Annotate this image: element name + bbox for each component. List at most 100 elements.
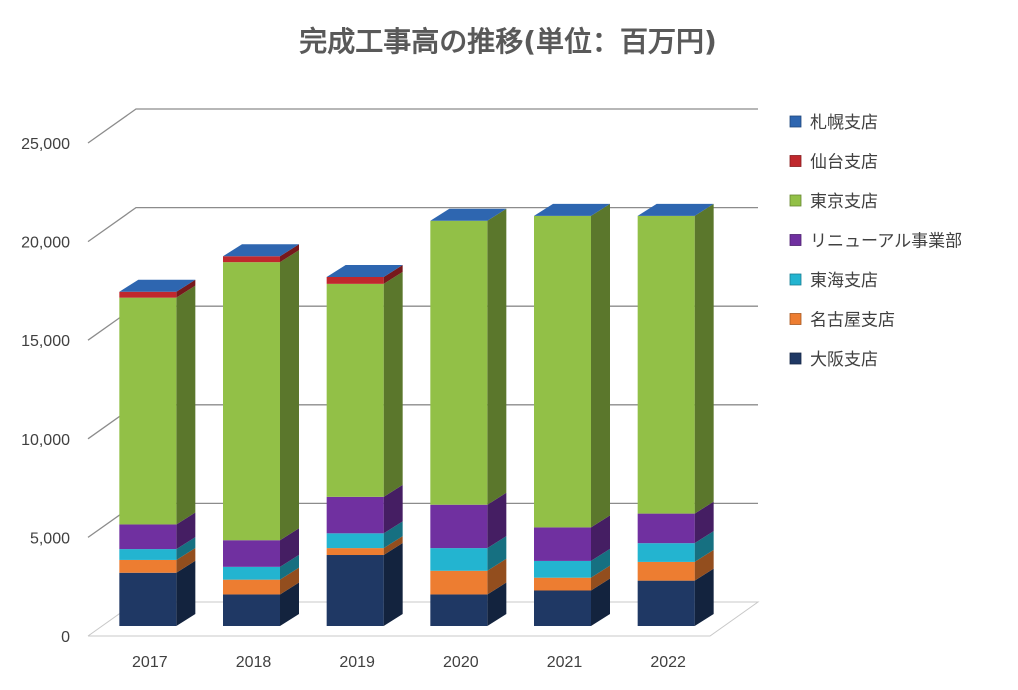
bar-segment-side: [383, 521, 403, 549]
bar-segment-side: [280, 250, 299, 541]
bar-segment-side: [176, 560, 196, 626]
legend-swatch: [789, 273, 802, 286]
bar-segment: [534, 590, 591, 626]
legend-swatch: [789, 313, 802, 325]
legend-label: 東海支店: [810, 271, 878, 291]
y-tick-label: 20,000: [21, 235, 70, 252]
bars: [119, 203, 714, 626]
bar-segment: [326, 283, 384, 497]
bar-segment-side: [280, 567, 299, 595]
legend-label: 札幌支店: [810, 113, 878, 133]
bar-segment: [119, 559, 177, 573]
x-tick-label: 2018: [236, 654, 272, 671]
bar-segment: [430, 594, 488, 626]
legend-swatch: [789, 155, 802, 167]
bar-segment-side: [383, 484, 403, 534]
bar-stack: [637, 203, 714, 626]
bar-segment: [534, 215, 591, 528]
bar-segment: [637, 543, 695, 562]
bar-segment-side: [591, 203, 610, 528]
bar-segment: [637, 580, 695, 626]
bar-segment-side: [176, 285, 196, 525]
bar-segment: [534, 577, 591, 591]
bar-segment-side: [487, 492, 507, 549]
bar-segment-side: [383, 543, 403, 626]
bar-top-cap: [534, 203, 610, 216]
bar-segment: [119, 291, 177, 298]
bar-stack: [223, 244, 299, 626]
legend-swatch: [789, 115, 802, 128]
legend-label: 仙台支店: [810, 153, 878, 173]
x-tick-label: 2021: [547, 654, 583, 671]
bar-segment-side: [694, 501, 714, 544]
bar-segment: [223, 579, 280, 595]
bar-top-cap: [223, 244, 299, 257]
legend-label: 東京支店: [810, 192, 878, 212]
bar-top-cap: [637, 203, 714, 216]
bar-segment: [534, 527, 591, 561]
bar-segment: [223, 594, 280, 626]
y-tick-label: 5,000: [30, 530, 70, 547]
bar-segment: [637, 561, 695, 581]
x-tick-label: 2017: [132, 654, 168, 671]
bar-top-cap: [119, 279, 196, 292]
y-tick-label: 0: [61, 629, 70, 646]
bar-segment: [326, 496, 384, 534]
bar-segment: [119, 524, 177, 550]
legend-item: 札幌支店: [789, 113, 878, 133]
bar-segment: [119, 297, 177, 525]
legend-swatch: [789, 234, 802, 246]
bar-segment-side: [176, 279, 196, 298]
legend-label: 名古屋支店: [810, 311, 895, 331]
bar-segment: [223, 262, 280, 541]
bar-segment-side: [176, 537, 196, 560]
bar-segment: [534, 560, 591, 578]
bar-segment: [119, 572, 177, 626]
bar-segment: [430, 220, 488, 505]
bar-segment: [637, 215, 695, 514]
x-tick-label: 2022: [650, 654, 686, 671]
legend-label: 大阪支店: [810, 350, 878, 370]
legend-swatch: [789, 352, 802, 365]
legend-swatch: [789, 194, 802, 207]
y-axis: 0 5,000 10,000 15,000 20,000 25,000: [21, 136, 70, 646]
bar-segment-side: [383, 536, 403, 556]
legend-item: 東京支店: [789, 192, 878, 212]
y-tick-label: 25,000: [21, 136, 70, 153]
bar-segment-side: [694, 531, 714, 562]
y-tick-label: 10,000: [21, 432, 70, 449]
bar-segment: [326, 555, 384, 626]
bar-segment-side: [383, 264, 403, 284]
bar-segment-side: [591, 578, 610, 626]
bar-segment: [430, 570, 488, 595]
bar-segment: [119, 549, 177, 560]
legend-item: リニューアル事業部: [789, 232, 962, 252]
bar-segment: [430, 548, 488, 571]
bar-segment-side: [487, 558, 507, 595]
bar-segment: [223, 256, 280, 263]
bar-segment-side: [487, 582, 507, 626]
bar-segment: [326, 533, 384, 549]
bar-segment-side: [487, 536, 507, 571]
legend-item: 東海支店: [789, 271, 878, 291]
bar-segment-side: [383, 271, 403, 497]
legend-item: 大阪支店: [789, 350, 878, 370]
bar-segment-side: [694, 549, 714, 581]
bar-segment: [223, 566, 280, 580]
bar-segment-side: [176, 547, 196, 573]
bar-segment-side: [176, 512, 196, 550]
legend-label: リニューアル事業部: [810, 232, 962, 252]
bar-segment-side: [694, 203, 714, 514]
bar-segment: [326, 276, 384, 284]
bar-stack: [119, 279, 196, 626]
bar-top-cap: [430, 208, 507, 221]
bar-segment-side: [591, 565, 610, 591]
bar-segment-side: [487, 208, 507, 505]
gridline: [87, 108, 758, 144]
bar-segment: [326, 548, 384, 556]
bar-segment-side: [280, 244, 299, 263]
bar-segment: [430, 504, 488, 549]
bar-stack: [430, 208, 507, 626]
